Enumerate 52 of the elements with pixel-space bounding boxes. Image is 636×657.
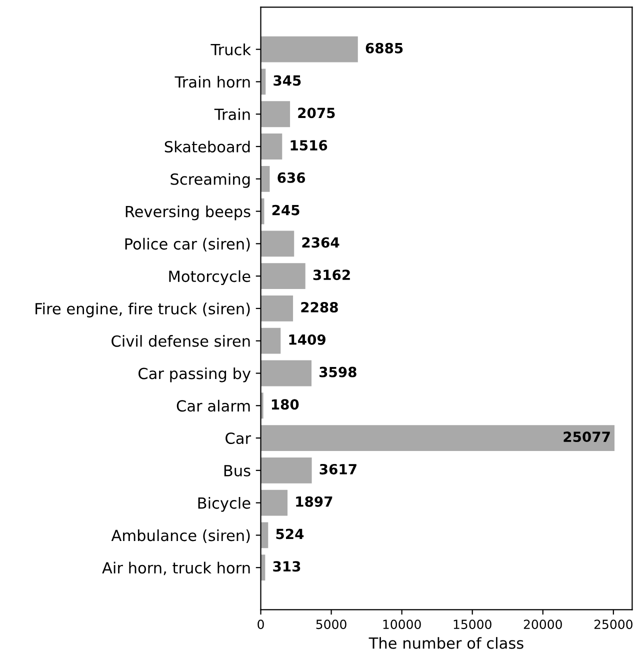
y-tick-label: Train bbox=[214, 108, 250, 120]
data-label: 1897 bbox=[296, 496, 332, 507]
y-tick-label: Ambulance (siren) bbox=[111, 529, 250, 544]
data-label: 524 bbox=[276, 528, 304, 540]
data-label: 313 bbox=[273, 561, 300, 572]
y-tick-label: Car alarm bbox=[176, 400, 250, 412]
x-tick-label: 20000 bbox=[524, 620, 562, 630]
y-tick-label: Skateboard bbox=[164, 140, 250, 153]
y-tick-label: Train horn bbox=[174, 76, 250, 88]
data-label: 2288 bbox=[301, 302, 338, 312]
data-label: 345 bbox=[274, 75, 301, 86]
bar bbox=[260, 360, 312, 386]
y-tick-label: Air horn, truck horn bbox=[102, 562, 250, 576]
y-tick-label: Fire engine, fire truck (siren) bbox=[36, 302, 250, 318]
y-tick-label: Civil defense siren bbox=[112, 335, 250, 347]
bar bbox=[260, 263, 306, 290]
data-label: 1409 bbox=[289, 334, 326, 345]
y-tick-label: Reversing beeps bbox=[126, 205, 250, 220]
bar bbox=[260, 230, 294, 257]
bar bbox=[260, 296, 294, 322]
data-label: 3617 bbox=[320, 464, 356, 474]
y-tick-label: Police car (siren) bbox=[125, 238, 250, 252]
data-label: 6885 bbox=[366, 42, 403, 54]
y-tick-label: Car passing by bbox=[138, 367, 251, 382]
data-label: 636 bbox=[278, 172, 306, 183]
x-axis-title: The number of class bbox=[368, 637, 524, 649]
x-tick-label: 10000 bbox=[383, 620, 421, 630]
bar bbox=[260, 457, 312, 484]
y-tick-label: Bus bbox=[224, 465, 250, 476]
bar bbox=[260, 134, 282, 160]
x-tick-label: 25000 bbox=[594, 620, 632, 630]
data-label: 3162 bbox=[313, 270, 350, 280]
y-tick-label: Motorcycle bbox=[169, 270, 250, 286]
data-label: 25077 bbox=[564, 432, 610, 442]
y-tick-label: Car bbox=[226, 432, 252, 444]
bar bbox=[260, 490, 288, 516]
data-label: 2364 bbox=[302, 237, 340, 248]
x-tick-label: 15000 bbox=[454, 620, 492, 630]
data-label: 3598 bbox=[320, 366, 356, 378]
x-tick-label: 0 bbox=[258, 620, 264, 630]
data-label: 245 bbox=[272, 204, 300, 216]
data-label: 180 bbox=[272, 399, 299, 410]
data-label: 1516 bbox=[290, 140, 328, 151]
y-tick-label: Screaming bbox=[170, 173, 250, 188]
bar bbox=[260, 101, 290, 128]
y-tick-label: Truck bbox=[210, 44, 251, 56]
bar bbox=[260, 425, 614, 451]
y-tick-label: Bicycle bbox=[198, 497, 250, 512]
bar bbox=[260, 328, 281, 354]
x-tick-label: 5000 bbox=[316, 620, 346, 630]
bar bbox=[260, 36, 358, 62]
data-label: 2075 bbox=[298, 108, 335, 118]
